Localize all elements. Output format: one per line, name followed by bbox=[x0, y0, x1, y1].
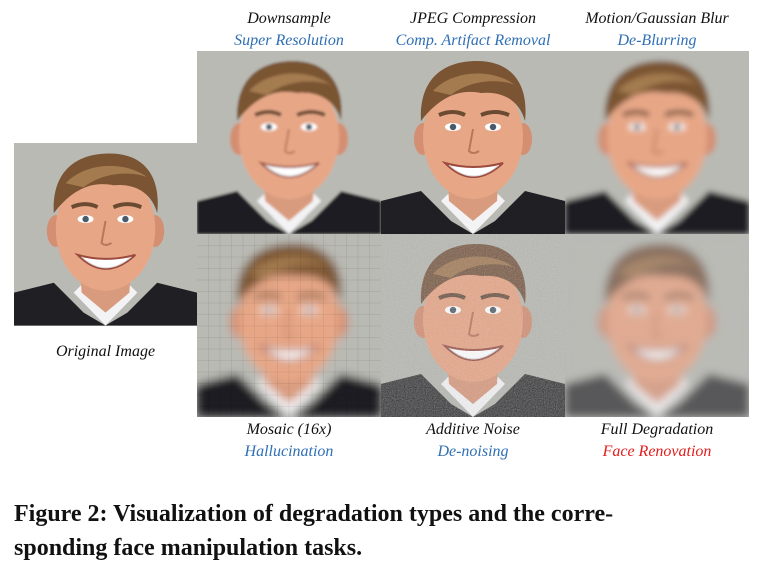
original-image bbox=[14, 143, 197, 326]
panel-6-task-label: Face Renovation bbox=[602, 443, 712, 460]
jpeg-compression-image bbox=[381, 51, 565, 234]
downsample-image bbox=[197, 51, 381, 234]
panel-4-task-label: Hallucination bbox=[244, 443, 334, 460]
noise-image bbox=[381, 234, 565, 417]
panel-6-degradation-label: Full Degradation bbox=[600, 421, 714, 438]
blur-image bbox=[565, 51, 749, 234]
panel-5-degradation-label: Additive Noise bbox=[426, 421, 520, 438]
panel-1-task-label: Super Resolution bbox=[234, 32, 344, 49]
panel-4-degradation-label: Mosaic (16x) bbox=[246, 421, 332, 438]
panel-3-degradation-label: Motion/Gaussian Blur bbox=[585, 10, 729, 27]
caption-line-2: sponding face manipulation tasks. bbox=[14, 535, 363, 561]
mosaic-image bbox=[197, 234, 381, 417]
panel-1-degradation-label: Downsample bbox=[247, 10, 331, 27]
figure-caption: Figure 2: Visualization of degradation t… bbox=[14, 497, 749, 565]
caption-line-1: Figure 2: Visualization of degradation t… bbox=[14, 501, 614, 527]
panel-3-task-label: De-Blurring bbox=[617, 32, 697, 49]
panel-2-task-label: Comp. Artifact Removal bbox=[395, 32, 551, 49]
panel-5-task-label: De-noising bbox=[437, 443, 509, 460]
panel-2-degradation-label: JPEG Compression bbox=[409, 10, 537, 27]
original-image-label: Original Image bbox=[55, 343, 156, 360]
full-degradation-image bbox=[565, 234, 749, 417]
